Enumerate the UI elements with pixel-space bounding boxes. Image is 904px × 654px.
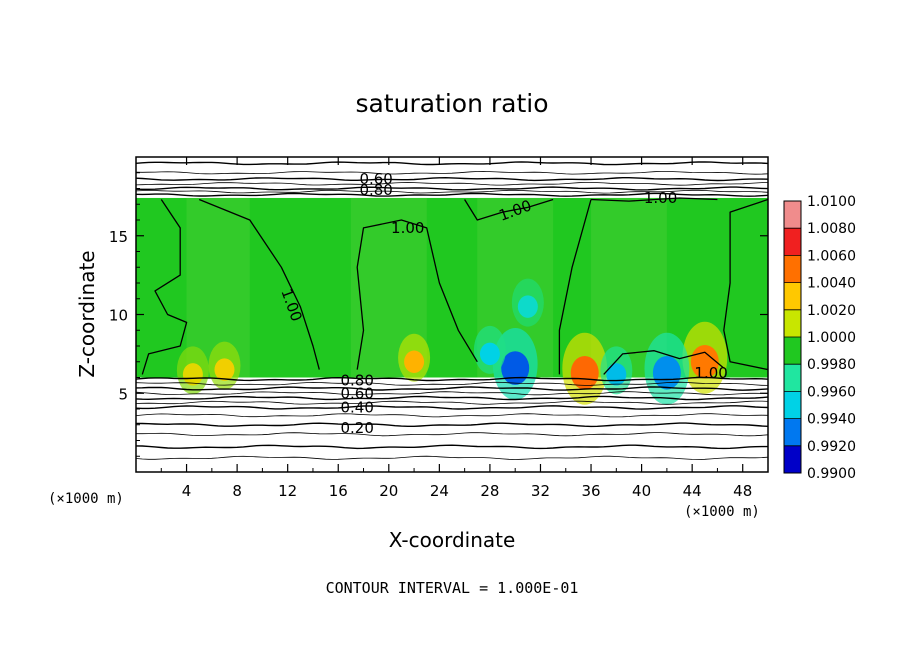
contour-line-upper — [136, 170, 768, 175]
colorbar-swatch — [784, 309, 801, 338]
contour-line-lower — [136, 405, 768, 410]
colorbar-tick-label: 0.9960 — [807, 384, 856, 400]
contour-line-upper — [136, 189, 768, 194]
colorbar-swatch — [784, 418, 801, 447]
contour-line-one — [603, 350, 725, 375]
contour-line-one — [590, 197, 718, 202]
colorbar-swatch — [784, 445, 801, 474]
contour-line-lower — [136, 376, 768, 382]
colorbar-tick-label: 1.0040 — [807, 276, 856, 292]
field-anomaly — [517, 295, 538, 318]
x-axis-ticks: 4 8 12 16 20 24 28 32 36 40 44 48 — [160, 157, 752, 500]
contour-line-lower — [136, 422, 768, 428]
colorbar-swatch — [784, 364, 801, 392]
saturation-field — [136, 197, 768, 405]
contour-line-upper — [136, 161, 768, 166]
colorbar-tick-label: 0.9900 — [807, 466, 856, 482]
x-axis-label: X-coordinate — [389, 528, 516, 552]
contour-label: 0.80 — [340, 372, 373, 390]
x-unit-left: (×1000 m) — [48, 491, 124, 507]
contour-line-lower — [136, 432, 768, 437]
x-tick-label: 20 — [379, 482, 398, 500]
colorbar-tick-label: 0.9920 — [807, 439, 856, 455]
contour-line-lower — [136, 381, 768, 386]
colorbar-swatch — [784, 255, 801, 284]
x-tick-label: 40 — [632, 482, 651, 500]
contour-line-lower — [136, 386, 768, 391]
colorbar-swatch — [784, 391, 801, 420]
contour-line-one — [356, 219, 478, 370]
contour-interval-note: CONTOUR INTERVAL = 1.000E-01 — [326, 579, 579, 597]
contour-label: 1.00 — [694, 364, 727, 382]
field-anomaly — [690, 344, 719, 379]
x-unit-right: (×1000 m) — [684, 504, 760, 520]
x-tick-label: 16 — [329, 482, 348, 500]
contour-label: 0.60 — [340, 384, 373, 402]
colorbar-tick-label: 1.0080 — [807, 221, 856, 237]
contour-line-lower — [136, 413, 768, 418]
field-anomaly — [501, 351, 530, 385]
x-tick-label: 12 — [278, 482, 297, 500]
field-anomaly — [404, 350, 425, 373]
contour-line-lower — [136, 391, 768, 396]
x-tick-label: 8 — [232, 482, 242, 500]
x-tick-label: 4 — [182, 482, 192, 500]
x-tick-label: 32 — [531, 482, 550, 500]
contour-label: 0.80 — [359, 181, 392, 199]
x-tick-label: 36 — [581, 482, 600, 500]
contour-label: 1.00 — [644, 189, 677, 207]
colorbar-swatch — [784, 337, 801, 365]
contour-label: 1.00 — [391, 219, 424, 237]
y-axis-label: Z-coordinate — [75, 250, 99, 377]
colorbar-tick-label: 0.9980 — [807, 357, 856, 373]
contour-line-one — [723, 198, 768, 371]
contour-label: 0.20 — [340, 419, 373, 437]
contour-line-one — [464, 198, 554, 221]
field-anomaly — [652, 355, 681, 390]
contour-line-lower — [136, 455, 768, 460]
contour-line-upper — [136, 186, 768, 191]
contour-line-one — [141, 199, 188, 375]
colorbar-swatch — [784, 201, 801, 229]
y-tick-label: 5 — [118, 385, 128, 403]
y-axis-ticks: 5 10 15 — [109, 172, 768, 457]
contour-line-lower — [136, 444, 768, 450]
contour-line-one — [558, 199, 592, 375]
contour-line-one — [198, 198, 320, 370]
x-tick-label: 48 — [733, 482, 752, 500]
colorbar: 1.0100 1.0080 1.0060 1.0040 1.0020 1.0000 0.99… — [783, 194, 856, 482]
contour-line-lower — [136, 400, 768, 405]
contour-line-upper — [136, 192, 768, 197]
field-anomaly — [570, 355, 599, 390]
chart-title: saturation ratio — [355, 89, 548, 118]
y-tick-label: 15 — [109, 228, 128, 246]
field-anomaly — [606, 363, 627, 386]
colorbar-tick-label: 0.9940 — [807, 412, 856, 428]
field-anomaly — [182, 363, 203, 386]
x-tick-label: 28 — [480, 482, 499, 500]
field-anomaly — [479, 342, 500, 366]
x-tick-label: 44 — [683, 482, 702, 500]
colorbar-tick-label: 1.0020 — [807, 303, 856, 319]
contour-line-lower — [136, 395, 768, 401]
x-tick-label: 24 — [430, 482, 449, 500]
contour-lines — [136, 161, 768, 460]
contour-label: 0.60 — [359, 170, 392, 188]
y-tick-label: 10 — [109, 307, 128, 325]
contour-line-upper — [136, 182, 768, 186]
colorbar-swatch — [784, 282, 801, 311]
colorbar-tick-label: 1.0060 — [807, 248, 856, 264]
colorbar-tick-label: 1.0100 — [807, 194, 856, 210]
contour-line-upper — [136, 176, 768, 182]
plot-area: 0.600.801.001.00 1.001.001.000.800.600.40… — [135, 156, 769, 473]
field-anomaly — [214, 358, 235, 381]
colorbar-tick-label: 1.0000 — [807, 330, 856, 346]
contour-label: 0.40 — [340, 398, 373, 416]
colorbar-swatch — [784, 228, 801, 256]
